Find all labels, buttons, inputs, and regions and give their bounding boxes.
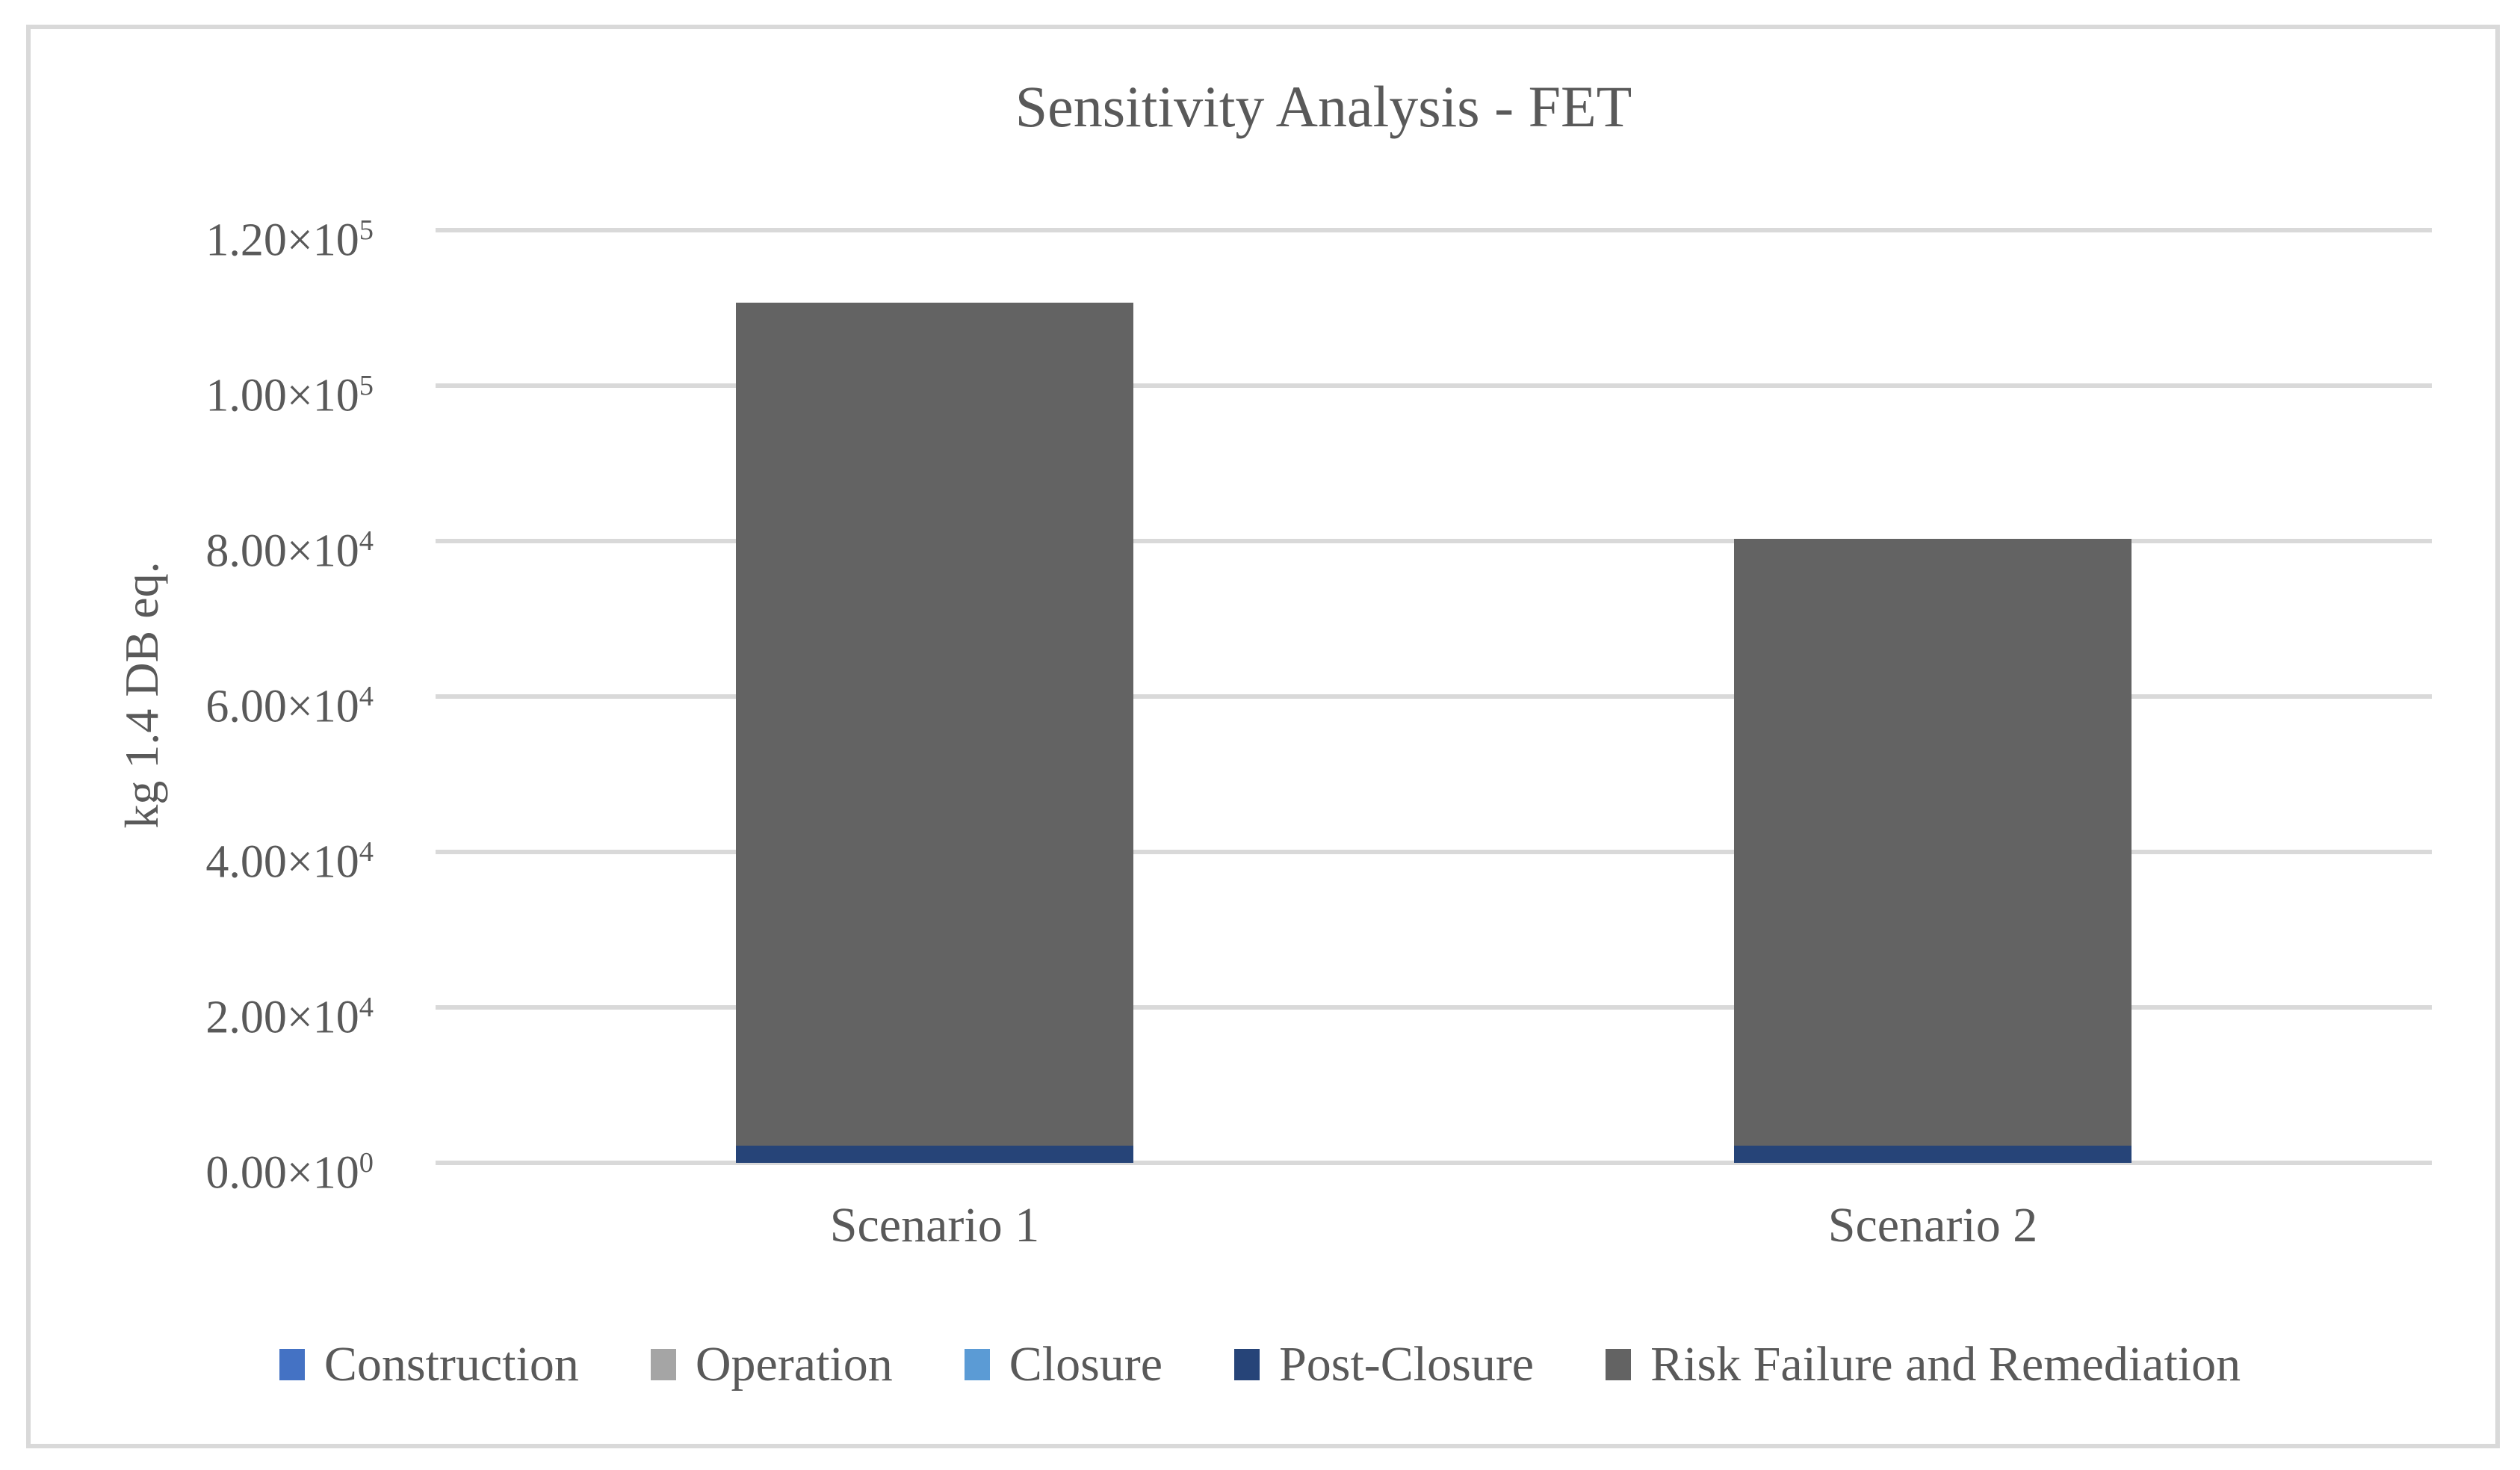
y-tick-label: 0.00×100 <box>205 1147 374 1199</box>
legend-label: Closure <box>1009 1337 1163 1392</box>
y-tick-exponent: 5 <box>359 214 374 246</box>
gridline <box>436 228 2432 232</box>
legend-item-post-closure: Post-Closure <box>1234 1336 1534 1393</box>
bar-segment-risk-failure-and-remediation <box>736 303 1133 1146</box>
y-tick-label: 6.00×104 <box>205 681 374 732</box>
y-tick-exponent: 4 <box>359 992 374 1023</box>
x-axis-line <box>436 1161 2432 1165</box>
legend-swatch <box>650 1349 676 1380</box>
gridline <box>436 1005 2432 1010</box>
legend-item-construction: Construction <box>279 1336 579 1393</box>
legend-swatch <box>964 1349 990 1380</box>
y-tick-exponent: 4 <box>359 681 374 712</box>
bar-segment-post-closure <box>1734 1146 2132 1163</box>
legend-label: Risk Failure and Remediation <box>1650 1337 2241 1392</box>
legend: Construction Operation Closure Post-Closure… <box>0 1336 2520 1393</box>
legend-item-operation: Operation <box>650 1336 893 1393</box>
y-tick-label: 2.00×104 <box>205 992 374 1043</box>
legend-item-closure: Closure <box>964 1336 1163 1393</box>
legend-label: Operation <box>695 1337 893 1392</box>
y-tick-label: 8.00×104 <box>205 525 374 577</box>
gridline <box>436 694 2432 699</box>
bar-segment-risk-failure-and-remediation <box>1734 539 2132 1146</box>
legend-swatch <box>1234 1349 1260 1380</box>
y-tick-label: 1.20×105 <box>205 214 374 266</box>
y-tick-label: 1.00×105 <box>205 370 374 421</box>
gridline <box>436 383 2432 388</box>
bar-segment-post-closure <box>736 1146 1133 1163</box>
y-tick-exponent: 4 <box>359 525 374 557</box>
chart-title: Sensitivity Analysis - FET <box>1015 74 1632 139</box>
legend-swatch <box>1606 1349 1632 1380</box>
chart-border <box>26 25 2500 1448</box>
category-label: Scenario 2 <box>1827 1198 2038 1253</box>
y-tick-exponent: 5 <box>359 370 374 401</box>
legend-swatch <box>279 1349 305 1380</box>
y-tick-exponent: 4 <box>359 836 374 868</box>
legend-label: Post-Closure <box>1279 1337 1535 1392</box>
y-tick-label: 4.00×104 <box>205 836 374 888</box>
gridline <box>436 539 2432 543</box>
category-label: Scenario 1 <box>829 1198 1040 1253</box>
gridline <box>436 850 2432 854</box>
legend-item-risk-failure-and-remediation: Risk Failure and Remediation <box>1606 1336 2241 1393</box>
y-tick-exponent: 0 <box>359 1147 374 1179</box>
legend-label: Construction <box>323 1337 579 1392</box>
